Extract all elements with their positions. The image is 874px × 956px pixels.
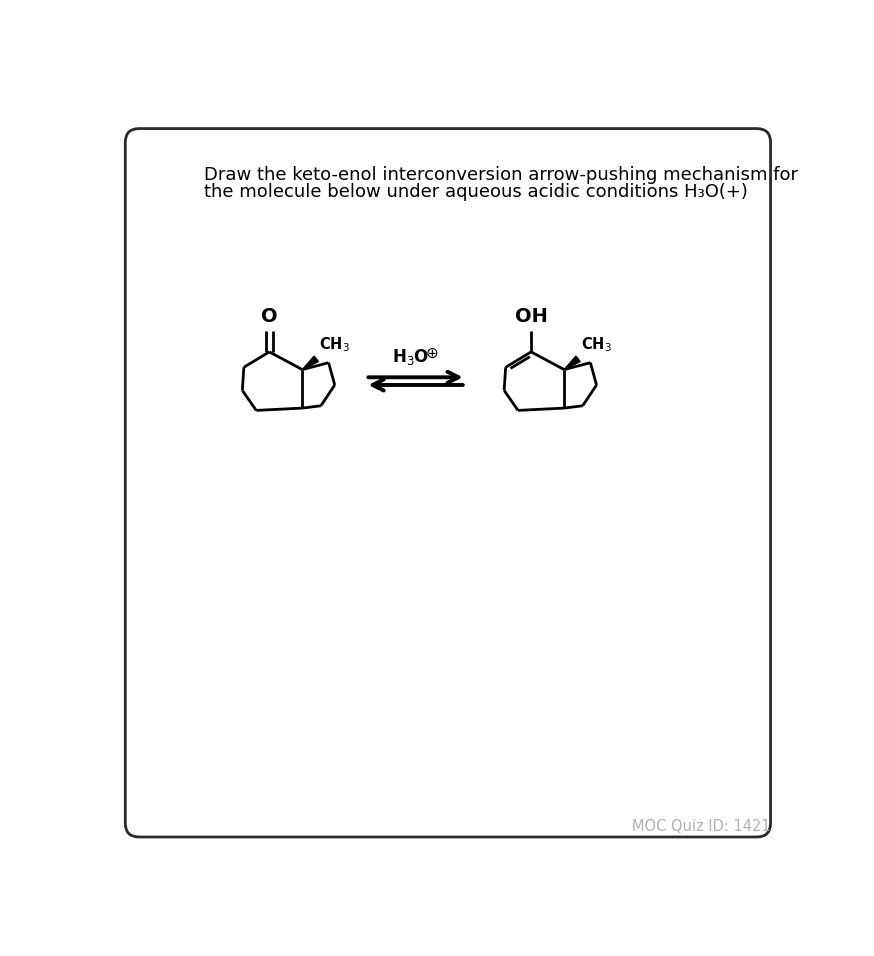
- Text: OH: OH: [515, 308, 547, 326]
- FancyBboxPatch shape: [125, 128, 771, 837]
- Polygon shape: [565, 356, 580, 370]
- Text: O: O: [261, 308, 278, 326]
- Polygon shape: [302, 356, 318, 370]
- Text: H$_3$O: H$_3$O: [392, 347, 429, 367]
- Text: Draw the keto-enol interconversion arrow-pushing mechanism for: Draw the keto-enol interconversion arrow…: [204, 165, 798, 184]
- Text: the molecule below under aqueous acidic conditions H₃O(+): the molecule below under aqueous acidic …: [204, 184, 748, 202]
- Text: CH$_3$: CH$_3$: [319, 336, 350, 354]
- Text: CH$_3$: CH$_3$: [581, 336, 612, 354]
- Text: MOC Quiz ID: 1421: MOC Quiz ID: 1421: [632, 818, 771, 834]
- Text: ⊕: ⊕: [426, 346, 438, 361]
